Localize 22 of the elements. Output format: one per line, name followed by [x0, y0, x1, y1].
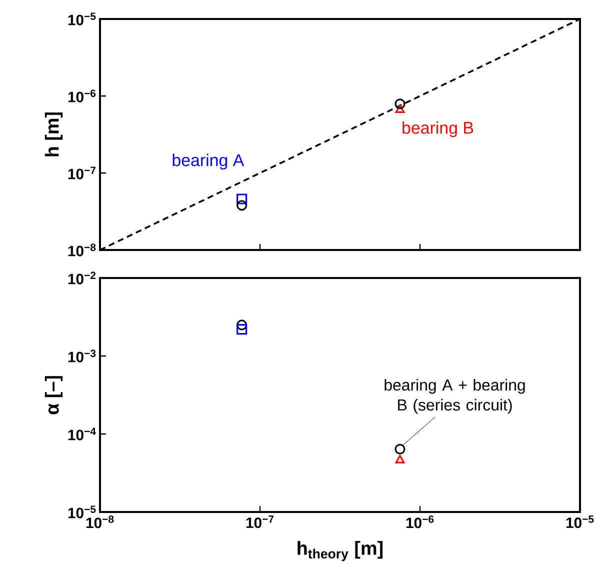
y-tick-label: 10$^{−3}$	[68, 350, 96, 362]
y-axis-title: h [m]	[44, 112, 63, 156]
y-tick-label: 10$^{−5}$	[68, 12, 96, 26]
series-label: bearing B	[402, 121, 474, 138]
point	[395, 104, 405, 113]
y-tick-label: 10$^{−2}$	[68, 272, 96, 284]
y-tick-label: 10$^{−5}$	[68, 506, 96, 518]
point	[236, 200, 248, 211]
y-tick-label: 10$^{−8}$	[68, 244, 96, 256]
x-tick-label: 10$^{−5}$	[566, 516, 594, 528]
y-tick-label: 10$^{−4}$	[68, 428, 96, 440]
x-tick-label: 10$^{−6}$	[406, 516, 434, 528]
y-tick-label: 10$^{−6}$	[68, 90, 96, 102]
x-axis-title: h$_{theory}$ [m]	[298, 540, 383, 562]
x-tick-label: 10$^{−8}$	[86, 516, 114, 528]
annotation: bearing A + bearing B (series circuit)	[384, 378, 525, 414]
y-axis-title: α [–]	[44, 376, 63, 414]
series-label: bearing A	[172, 154, 244, 170]
point	[236, 194, 248, 204]
point	[394, 98, 406, 110]
y-tick-label: 10$^{−7}$	[68, 166, 96, 180]
x-tick-label: 10$^{−7}$	[246, 516, 274, 528]
